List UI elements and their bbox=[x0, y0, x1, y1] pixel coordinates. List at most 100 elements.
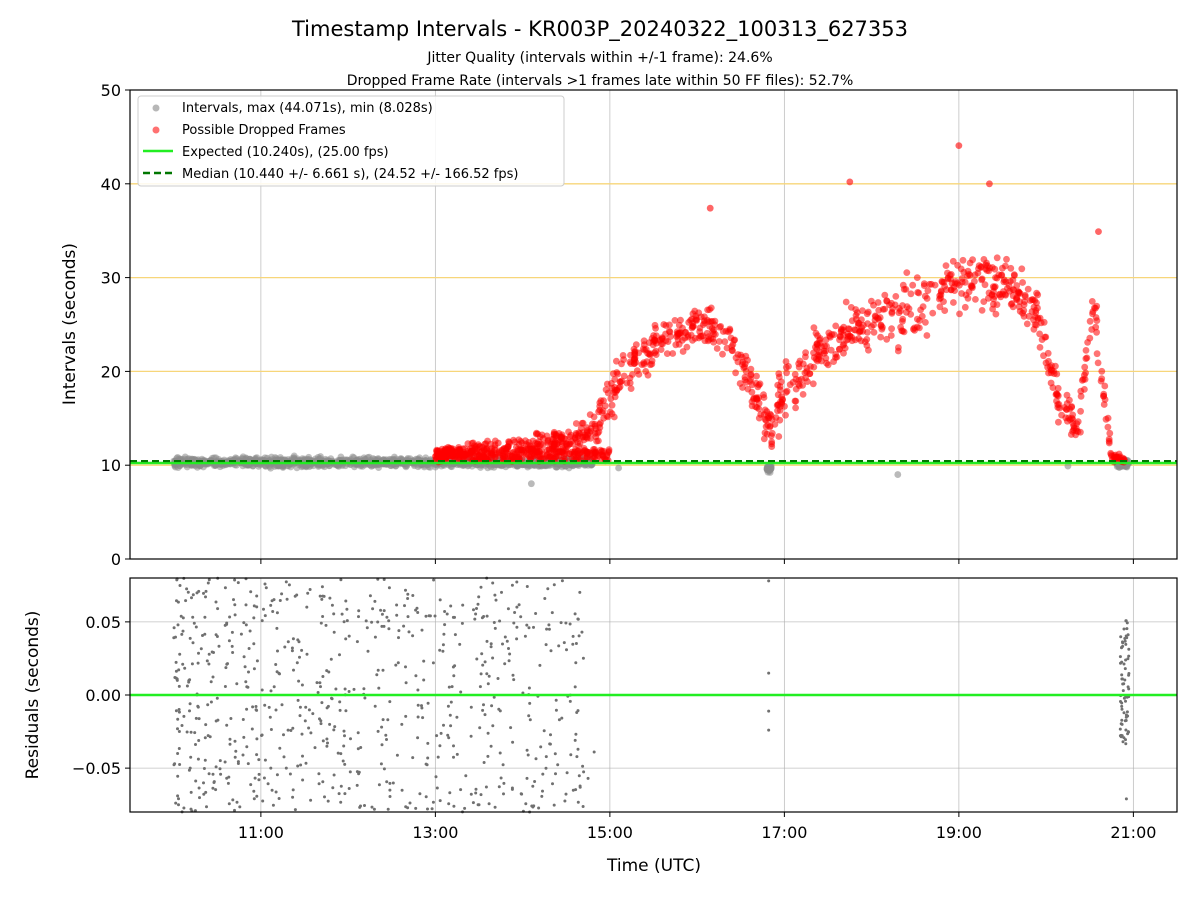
dropped-point-772 bbox=[775, 433, 783, 440]
residual-point-201 bbox=[251, 705, 255, 709]
dropped-point-802 bbox=[1098, 367, 1106, 375]
dropped-point-701 bbox=[812, 329, 820, 337]
residual-point-108 bbox=[309, 731, 313, 735]
dropped-point-967 bbox=[918, 312, 926, 320]
residual-point-5 bbox=[342, 744, 346, 748]
dropped-point-991 bbox=[914, 315, 921, 323]
residual-point-35 bbox=[207, 578, 211, 582]
dropped-point-919 bbox=[648, 360, 656, 368]
residual-point-130 bbox=[178, 584, 182, 587]
dropped-point-906 bbox=[988, 291, 996, 299]
residual-point-132 bbox=[484, 785, 488, 789]
dropped-point-459 bbox=[1097, 377, 1105, 385]
residual-point-388 bbox=[455, 752, 459, 756]
residual-point-698 bbox=[216, 718, 220, 722]
dropped-point-664 bbox=[1007, 264, 1015, 272]
residual-point-209 bbox=[333, 725, 337, 729]
residual-point-671 bbox=[345, 607, 349, 611]
interval-point-1057 bbox=[553, 463, 561, 471]
residual-point-651 bbox=[227, 802, 231, 806]
residual-point-357 bbox=[486, 754, 490, 758]
residual-point-646 bbox=[344, 637, 348, 641]
dropped-point-19 bbox=[972, 296, 979, 303]
residual-point-559 bbox=[560, 579, 564, 583]
residual-point-236 bbox=[356, 731, 360, 735]
dropped-point-1090 bbox=[1077, 428, 1084, 436]
interval-point-1256 bbox=[293, 464, 301, 472]
residual-point-206 bbox=[280, 592, 284, 596]
dropped-point-981 bbox=[920, 282, 928, 289]
dropped-point-855 bbox=[712, 331, 719, 338]
residual-point-464 bbox=[380, 624, 384, 628]
residual-point-657 bbox=[386, 807, 390, 811]
residual-point-76 bbox=[506, 607, 510, 611]
residual-point-781 bbox=[1124, 642, 1128, 646]
dropped-point-404 bbox=[617, 378, 624, 386]
residual-point-555 bbox=[564, 792, 568, 796]
chart-title: Timestamp Intervals - KR003P_20240322_10… bbox=[291, 17, 908, 42]
residual-point-272 bbox=[549, 649, 553, 653]
dropped-point-1097 bbox=[1020, 312, 1028, 320]
dropped-point-827 bbox=[572, 430, 580, 437]
dropped-point-882 bbox=[619, 352, 627, 359]
dropped-point-847 bbox=[587, 428, 595, 435]
residual-point-632 bbox=[574, 788, 578, 792]
residual-point-790 bbox=[592, 750, 596, 754]
dropped-point-1062 bbox=[923, 295, 931, 302]
interval-point-1228 bbox=[239, 453, 247, 461]
residual-point-199 bbox=[321, 675, 325, 678]
residual-point-583 bbox=[544, 766, 548, 770]
residual-point-407 bbox=[209, 680, 213, 684]
dropped-point-474 bbox=[923, 332, 931, 339]
dropped-point-1002 bbox=[648, 335, 656, 342]
residual-point-1 bbox=[394, 663, 398, 667]
dropped-point-233 bbox=[669, 350, 677, 357]
residual-point-604 bbox=[502, 781, 506, 785]
dropped-point-762 bbox=[629, 371, 636, 378]
residual-point-210 bbox=[368, 594, 372, 598]
dropped-point-1091 bbox=[726, 325, 734, 333]
residual-point-39 bbox=[538, 663, 542, 667]
residual-point-245 bbox=[565, 648, 568, 652]
residual-point-561 bbox=[397, 636, 400, 640]
residual-point-54 bbox=[421, 716, 425, 720]
intervals-x-ticks bbox=[260, 559, 1134, 564]
dropped-point-355 bbox=[782, 364, 790, 371]
residual-point-314 bbox=[512, 678, 516, 682]
dropped-point-983 bbox=[962, 291, 970, 299]
residual-point-606 bbox=[317, 782, 321, 786]
residual-point-198 bbox=[491, 581, 495, 585]
residual-point-500 bbox=[528, 718, 532, 722]
intervals-axes-frame bbox=[129, 89, 1178, 560]
dropped-point-351 bbox=[753, 372, 760, 380]
dropped-point-313 bbox=[689, 310, 697, 318]
residual-point-641 bbox=[207, 652, 211, 656]
dropped-point-860 bbox=[895, 309, 903, 317]
residual-point-261 bbox=[366, 649, 370, 653]
residual-point-420 bbox=[453, 633, 457, 637]
residual-point-146 bbox=[217, 644, 221, 648]
residual-point-607 bbox=[515, 625, 519, 629]
dropped-point-862 bbox=[611, 384, 619, 391]
dropped-point-1050 bbox=[774, 391, 782, 399]
residual-point-228 bbox=[563, 799, 567, 803]
residual-point-699 bbox=[233, 739, 237, 743]
residual-point-562 bbox=[515, 580, 519, 584]
dropped-point-1048 bbox=[534, 430, 542, 438]
residual-point-491 bbox=[435, 786, 439, 790]
residual-point-729 bbox=[1123, 678, 1127, 682]
residual-point-366 bbox=[315, 681, 319, 685]
residual-point-783 bbox=[1127, 730, 1130, 734]
residual-point-320 bbox=[325, 737, 329, 741]
residual-point-287 bbox=[269, 766, 273, 770]
dropped-point-930 bbox=[607, 395, 615, 403]
residual-point-369 bbox=[395, 753, 399, 757]
residual-point-603 bbox=[300, 683, 304, 687]
residual-point-616 bbox=[384, 733, 388, 737]
dropped-point-757 bbox=[754, 383, 762, 391]
residual-point-613 bbox=[210, 650, 214, 654]
residual-point-418 bbox=[228, 737, 232, 741]
residuals-ytick-label-1: 0.00 bbox=[85, 686, 121, 705]
residual-point-688 bbox=[180, 632, 184, 636]
dropped-point-937 bbox=[554, 440, 561, 447]
